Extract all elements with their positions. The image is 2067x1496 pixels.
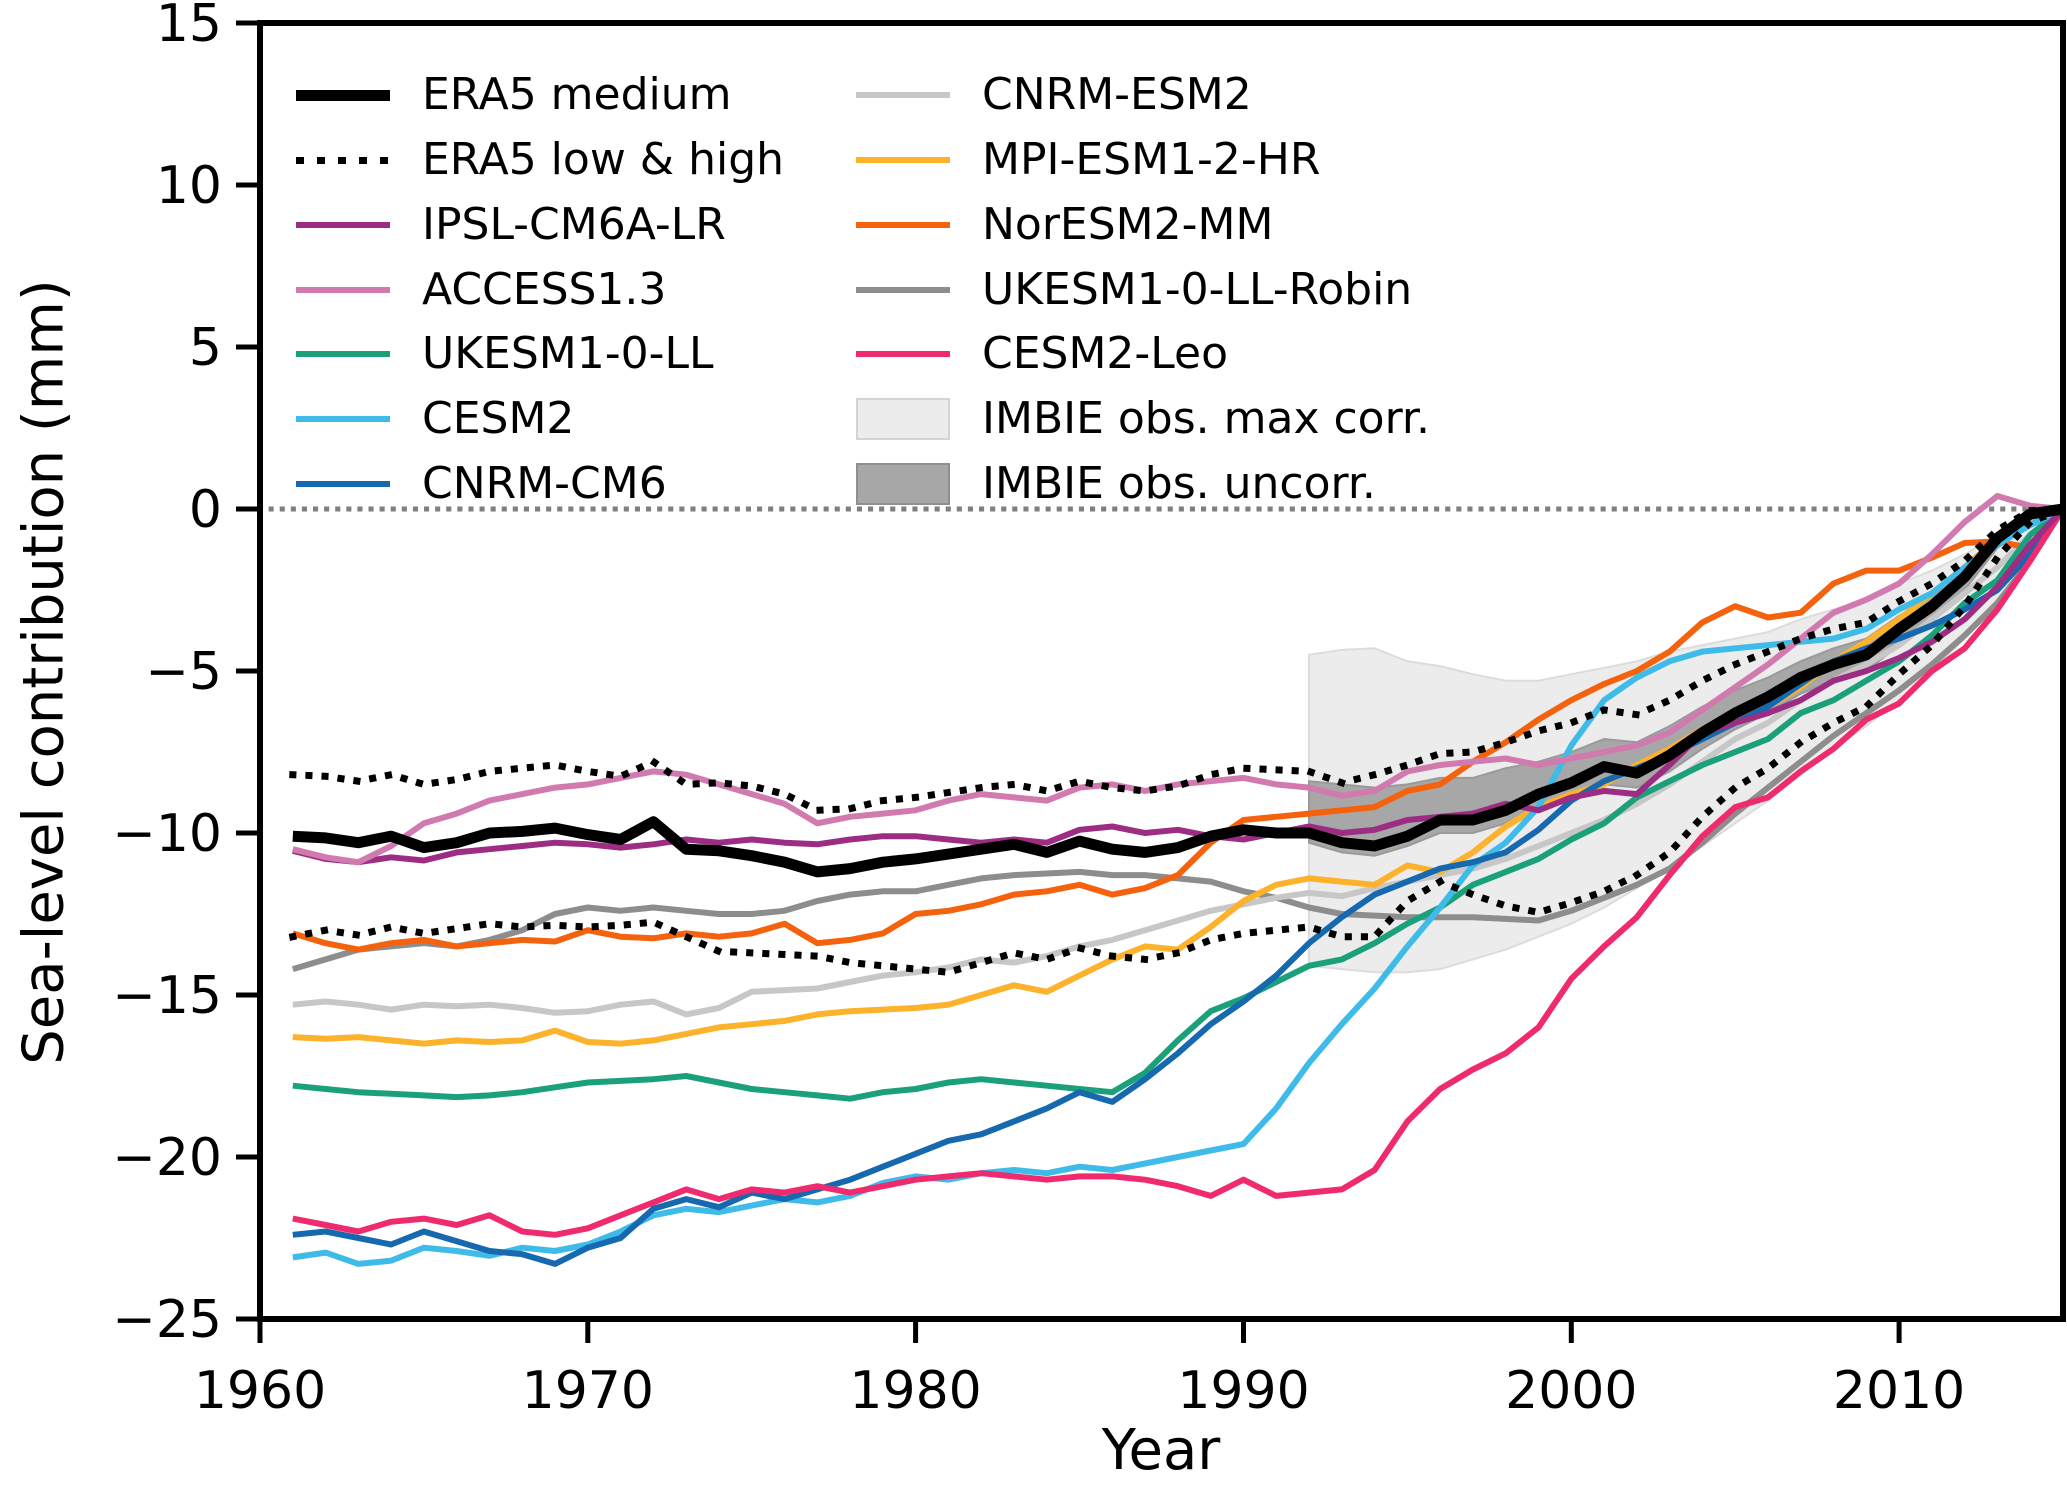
y-axis-label: Sea-level contribution (mm)	[11, 279, 77, 1065]
legend-label: ERA5 low & high	[422, 134, 785, 185]
svg-text:−25: −25	[112, 1290, 222, 1350]
svg-text:−10: −10	[112, 804, 222, 864]
svg-text:−15: −15	[112, 966, 222, 1026]
cnrm-esm2-line-swatch	[856, 92, 950, 98]
svg-text:2000: 2000	[1505, 1361, 1637, 1421]
legend-label: MPI-ESM1-2-HR	[982, 134, 1321, 185]
legend-item-cesm2: CESM2	[296, 397, 574, 441]
access-line-swatch	[296, 287, 390, 293]
legend-label: UKESM1-0-LL	[422, 328, 714, 379]
legend-label: CESM2-Leo	[982, 328, 1229, 379]
cesm2-leo-line-swatch	[856, 351, 950, 357]
legend-label: CESM2	[422, 393, 575, 444]
legend-item-imbie-max-corr: IMBIE obs. max corr.	[856, 397, 1430, 441]
legend-item-imbie-uncorr: IMBIE obs. uncorr.	[856, 462, 1376, 506]
noresm2-line-swatch	[856, 222, 950, 228]
svg-text:10: 10	[156, 156, 222, 216]
ipsl-line-swatch	[296, 222, 390, 228]
ukesm-line-swatch	[296, 351, 390, 357]
svg-text:1960: 1960	[194, 1361, 326, 1421]
mpi-line-swatch	[856, 157, 950, 163]
legend-label: UKESM1-0-LL-Robin	[982, 264, 1413, 315]
svg-text:0: 0	[189, 480, 222, 540]
legend-item-ipsl-cm6a-lr: IPSL-CM6A-LR	[296, 203, 726, 247]
svg-text:15: 15	[156, 0, 222, 54]
legend-item-ukesm1-0-ll: UKESM1-0-LL	[296, 332, 714, 376]
svg-text:1990: 1990	[1177, 1361, 1309, 1421]
legend-label: CNRM-ESM2	[982, 69, 1252, 120]
legend-label: IMBIE obs. max corr.	[982, 393, 1430, 444]
legend-label: IPSL-CM6A-LR	[422, 199, 726, 250]
imbie-max-corr-patch-swatch	[856, 398, 950, 440]
svg-text:1980: 1980	[849, 1361, 981, 1421]
legend-item-era5-medium: ERA5 medium	[296, 73, 732, 117]
svg-text:2010: 2010	[1833, 1361, 1965, 1421]
cesm2-line-swatch	[296, 416, 390, 422]
svg-text:5: 5	[189, 318, 222, 378]
imbie-uncorr-patch-swatch	[856, 463, 950, 505]
legend-item-cesm2-leo: CESM2-Leo	[856, 332, 1228, 376]
svg-text:1970: 1970	[522, 1361, 654, 1421]
legend-label: ACCESS1.3	[422, 264, 667, 315]
svg-text:−5: −5	[145, 642, 222, 702]
legend-item-cnrm-esm2: CNRM-ESM2	[856, 73, 1252, 117]
era5-low-high-dotted-swatch	[296, 156, 390, 164]
legend-item-cnrm-cm6: CNRM-CM6	[296, 462, 667, 506]
legend-item-era5-low-high: ERA5 low & high	[296, 138, 784, 182]
era5-medium-line-swatch	[296, 89, 390, 101]
ukesm-robin-line-swatch	[856, 287, 950, 293]
legend-item-mpi-esm1-2-hr: MPI-ESM1-2-HR	[856, 138, 1320, 182]
legend-label: ERA5 medium	[422, 69, 732, 120]
legend-label: CNRM-CM6	[422, 458, 667, 509]
legend-item-noresm2-mm: NorESM2-MM	[856, 203, 1273, 247]
x-axis-label: Year	[1101, 1418, 1221, 1483]
svg-text:−20: −20	[112, 1128, 222, 1188]
cnrm-cm6-line-swatch	[296, 481, 390, 487]
legend-item-ukesm-robin: UKESM1-0-LL-Robin	[856, 268, 1412, 312]
legend-item-access13: ACCESS1.3	[296, 268, 666, 312]
legend-label: NorESM2-MM	[982, 199, 1274, 250]
legend-label: IMBIE obs. uncorr.	[982, 458, 1376, 509]
